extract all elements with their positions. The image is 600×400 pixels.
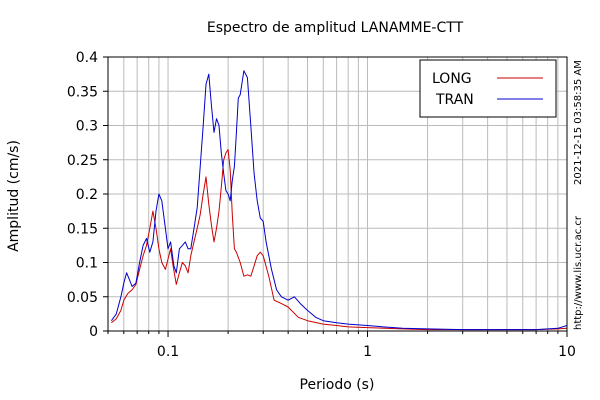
timestamp: 2021-12-15 03:58:35 AM [573, 60, 584, 185]
y-axis-label: Amplitud (cm/s) [6, 140, 22, 252]
ticks [103, 56, 568, 337]
x-tick-label: 0.1 [157, 344, 179, 360]
y-tick-label: 0.05 [67, 290, 98, 306]
legend-label-tran: TRAN [435, 92, 474, 108]
legend-label-long: LONG [432, 71, 472, 87]
x-tick-label: 10 [558, 344, 576, 360]
legend-box [419, 59, 557, 118]
series-line-long [111, 149, 568, 331]
y-tick-label: 0.3 [76, 119, 98, 135]
x-axis-label: Periodo (s) [300, 377, 375, 393]
y-tick-label: 0.15 [67, 221, 98, 237]
chart-title: Espectro de amplitud LANAMME-CTT [207, 20, 464, 36]
y-tick-label: 0.1 [76, 256, 98, 272]
y-tick-label: 0.35 [67, 84, 98, 100]
source-url: http://www.lis.ucr.ac.cr [573, 215, 584, 330]
grid [107, 56, 567, 332]
y-tick-label: 0.2 [76, 187, 98, 203]
y-tick-label: 0 [89, 324, 98, 340]
series-line-tran [110, 70, 568, 331]
y-tick-label: 0.25 [67, 153, 98, 169]
legend: LONG TRAN [419, 59, 557, 118]
tick-labels: 0 0.05 0.1 0.15 0.2 0.25 0.3 0.35 0.4 0.1 1 10 [67, 50, 576, 360]
y-tick-label: 0.4 [76, 50, 98, 66]
series-group [110, 70, 568, 331]
x-tick-label: 1 [363, 344, 372, 360]
